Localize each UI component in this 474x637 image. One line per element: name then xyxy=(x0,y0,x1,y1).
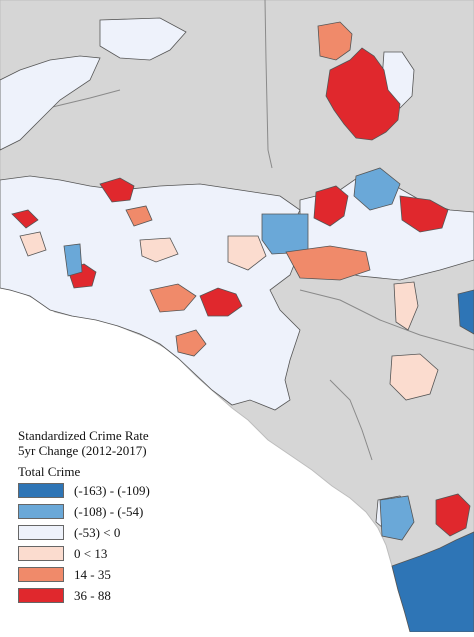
region-salmon-4 xyxy=(125,205,153,227)
region-palmdale xyxy=(325,47,401,141)
region-pale-5 xyxy=(19,231,47,257)
legend-row: 14 - 35 xyxy=(18,564,150,585)
legend-swatch xyxy=(18,588,64,603)
map-legend: Standardized Crime Rate 5yr Change (2012… xyxy=(18,428,150,606)
region-pale-4 xyxy=(139,237,179,263)
legend-label: (-108) - (-54) xyxy=(74,503,144,519)
region-central-red xyxy=(199,287,243,317)
legend-label: (-53) < 0 xyxy=(74,524,121,540)
legend-title-line2: 5yr Change (2012-2017) xyxy=(18,443,147,458)
region-lancaster-salmon xyxy=(317,21,353,61)
region-se-red xyxy=(435,493,471,537)
region-salmon-3 xyxy=(175,329,207,357)
legend-classes: (-163) - (-109) (-108) - (-54) (-53) < 0 0 … xyxy=(18,480,150,606)
legend-swatch xyxy=(18,483,64,498)
region-basin xyxy=(0,175,301,411)
region-pasadena-red xyxy=(313,185,349,227)
region-dark-blue xyxy=(391,531,474,633)
region-blue-3 xyxy=(63,243,83,277)
boundary-line xyxy=(264,0,273,169)
legend-row: 0 < 13 xyxy=(18,543,150,564)
boundary-line xyxy=(329,379,373,461)
legend-label: 36 - 88 xyxy=(74,587,111,603)
legend-row: (-108) - (-54) xyxy=(18,501,150,522)
legend-label: 0 < 13 xyxy=(74,545,108,561)
legend-swatch xyxy=(18,546,64,561)
region-salmon-2 xyxy=(149,283,197,313)
region-pale-3 xyxy=(393,281,419,331)
legend-subtitle: Total Crime xyxy=(18,464,81,479)
region-valley xyxy=(0,55,101,151)
legend-swatch xyxy=(18,504,64,519)
region-pale-2 xyxy=(389,353,439,401)
region-northcentral-red xyxy=(99,177,135,203)
legend-row: (-163) - (-109) xyxy=(18,480,150,501)
legend-row: 36 - 88 xyxy=(18,585,150,606)
region-north xyxy=(99,17,187,61)
region-blue-2 xyxy=(353,167,401,211)
legend-title: Standardized Crime Rate xyxy=(18,428,149,443)
region-dark-blue-east xyxy=(457,289,474,335)
legend-label: (-163) - (-109) xyxy=(74,482,150,498)
legend-label: 14 - 35 xyxy=(74,566,111,582)
region-farwest-red xyxy=(11,209,39,229)
legend-row: (-53) < 0 xyxy=(18,522,150,543)
region-east-red xyxy=(399,195,449,233)
boundary-line xyxy=(299,289,474,351)
region-blue-4 xyxy=(379,495,415,541)
region-blue-1 xyxy=(261,213,309,255)
region-salmon-1 xyxy=(285,245,371,281)
legend-swatch xyxy=(18,525,64,540)
region-pale-1 xyxy=(227,235,267,271)
legend-swatch xyxy=(18,567,64,582)
